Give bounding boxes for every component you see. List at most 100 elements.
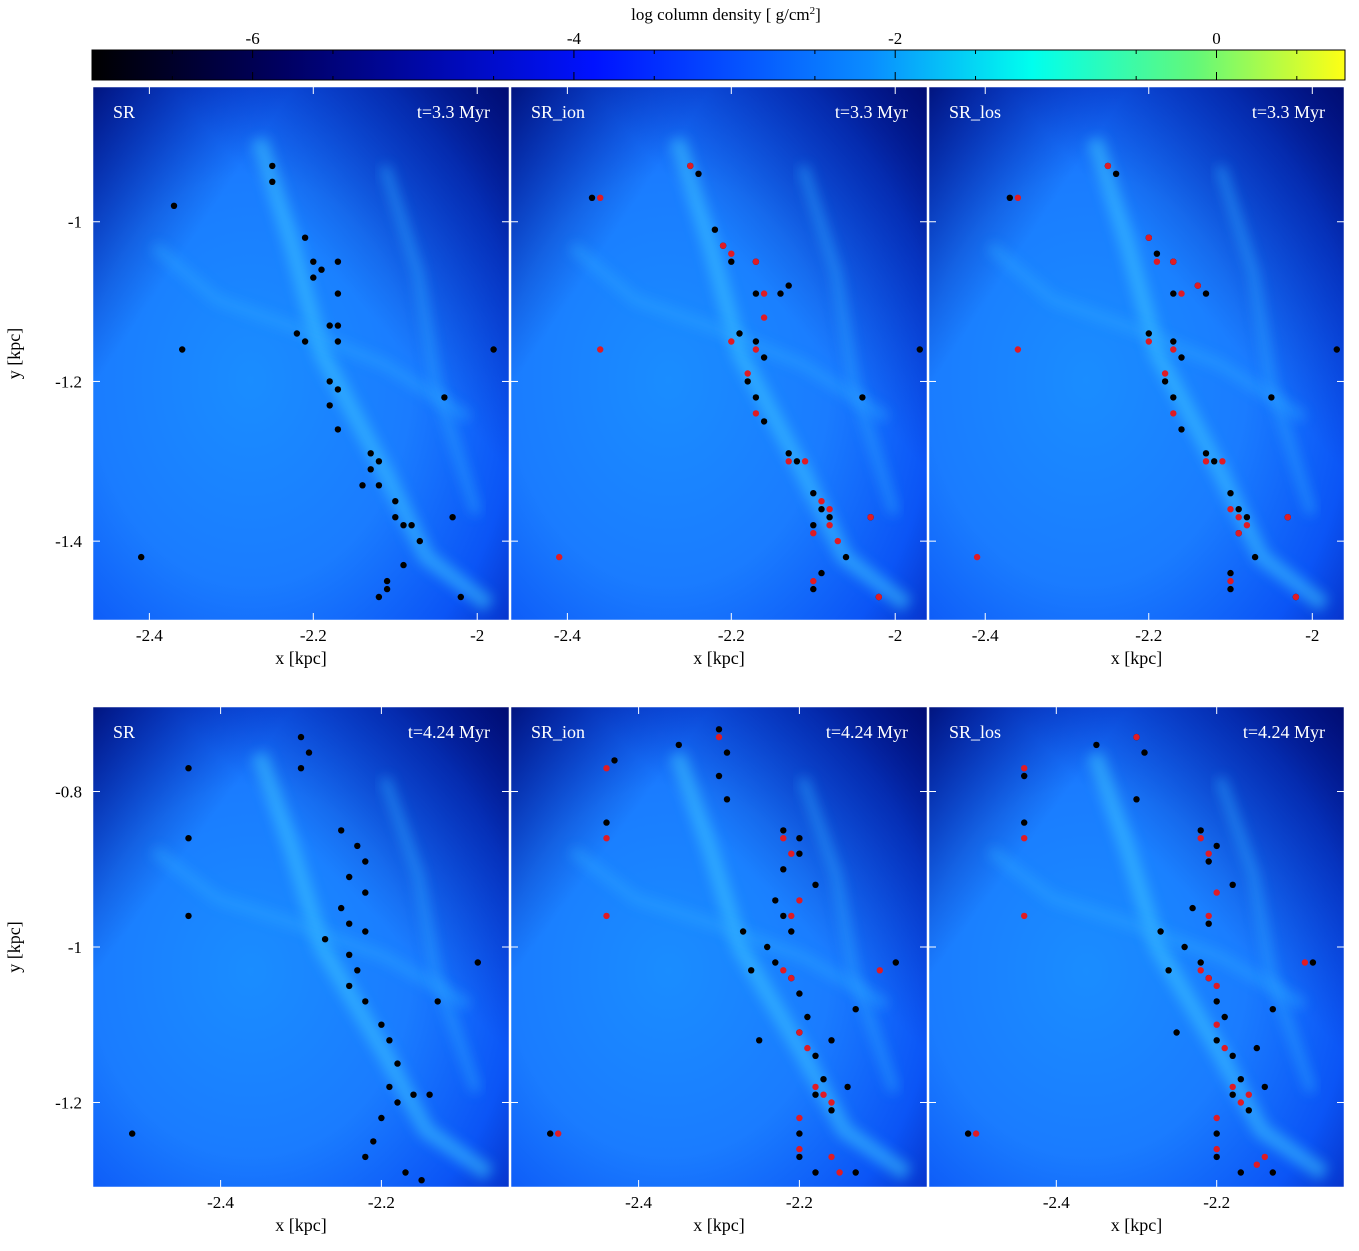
data-point <box>1235 514 1242 521</box>
data-point <box>836 1169 843 1176</box>
data-point <box>362 928 369 935</box>
data-point <box>346 982 353 990</box>
data-point <box>752 290 760 297</box>
x-tick-label: -2.4 <box>972 626 999 645</box>
data-point <box>318 266 325 273</box>
data-point <box>780 835 787 842</box>
x-tick-label: -2.2 <box>300 626 327 645</box>
data-point <box>410 1091 417 1098</box>
data-point <box>1213 1130 1220 1137</box>
gas-filament <box>151 242 471 422</box>
data-point <box>1213 1037 1220 1044</box>
data-point <box>812 881 819 888</box>
data-point <box>1170 410 1177 417</box>
gas-filament <box>151 846 471 1010</box>
data-point <box>748 967 755 974</box>
data-point <box>1205 974 1212 982</box>
density-map <box>928 86 1345 621</box>
data-point <box>752 410 760 417</box>
data-point <box>810 530 817 537</box>
data-point <box>334 258 342 265</box>
gas-filament <box>797 776 900 1094</box>
data-point <box>796 1029 803 1036</box>
data-point <box>828 1107 835 1114</box>
data-point <box>1235 506 1242 513</box>
data-point <box>892 959 899 966</box>
data-point <box>826 506 833 513</box>
x-tick-label: -2.2 <box>786 1193 813 1212</box>
data-point <box>796 1114 803 1122</box>
x-tick-label: -2.2 <box>1203 1193 1230 1212</box>
data-point <box>756 1037 763 1044</box>
data-point <box>457 593 464 601</box>
panel-label: SR_ion <box>531 722 585 742</box>
data-point <box>780 912 787 920</box>
data-point <box>386 1083 393 1091</box>
gas-filament <box>797 164 900 516</box>
data-point <box>818 506 825 513</box>
gas-filament <box>669 137 912 612</box>
data-point <box>402 1169 409 1176</box>
data-point <box>715 733 723 741</box>
data-point <box>301 338 309 345</box>
data-point <box>1104 162 1112 170</box>
data-point <box>1197 959 1204 966</box>
x-tick-label: -2.2 <box>1135 626 1162 645</box>
gas-filament <box>669 751 912 1181</box>
data-point <box>1269 1169 1277 1176</box>
data-point <box>828 1037 835 1044</box>
data-point <box>185 835 192 842</box>
y-tick-label: -1 <box>68 213 82 232</box>
data-point <box>772 897 779 904</box>
data-point <box>785 458 792 465</box>
data-point <box>269 162 276 170</box>
data-point <box>1211 458 1218 465</box>
data-point <box>1197 827 1204 834</box>
time-label: t=3.3 Myr <box>1252 102 1325 122</box>
data-point <box>820 1091 827 1098</box>
y-tick-label: -1 <box>68 938 82 957</box>
data-point <box>1251 553 1259 561</box>
data-point <box>354 967 361 974</box>
gas-filament <box>569 846 889 1010</box>
data-point <box>1020 835 1028 842</box>
data-point <box>603 912 610 920</box>
data-point <box>394 1099 401 1106</box>
data-point <box>305 749 313 756</box>
data-point <box>416 537 423 545</box>
data-point <box>810 577 817 585</box>
data-point <box>1253 1161 1261 1168</box>
data-point <box>780 866 787 873</box>
density-map <box>510 86 928 621</box>
panel-sr-row1: -2.4 -2.2 -0.8 -1 -1.2 SR t=4.24 Myr x [kpc] y [… <box>4 705 511 1235</box>
data-point <box>1178 354 1185 361</box>
data-point <box>185 912 192 920</box>
data-point <box>310 258 317 265</box>
data-point <box>796 1145 803 1153</box>
data-point <box>326 322 333 329</box>
data-point <box>555 1130 562 1137</box>
data-point <box>867 514 874 521</box>
data-point <box>1006 194 1013 201</box>
density-map <box>510 706 928 1188</box>
x-tick-label: -2.4 <box>136 626 163 645</box>
panel-sr-ion-row0: -2.4 -2.2 -2 SR_ion t=3.3 Myr x [kpc] <box>509 85 929 668</box>
data-point <box>378 1114 385 1122</box>
x-axis-label: x [kpc] <box>275 648 326 668</box>
data-point <box>916 346 923 353</box>
data-point <box>1153 258 1161 265</box>
data-point <box>334 426 342 433</box>
data-point <box>785 450 792 457</box>
data-point <box>334 338 342 345</box>
data-point <box>715 772 723 780</box>
panel-label: SR_los <box>949 722 1001 742</box>
data-point <box>375 482 383 489</box>
data-point <box>392 498 399 505</box>
data-point <box>1213 1153 1220 1161</box>
data-point <box>760 314 768 321</box>
panel-border <box>91 85 511 622</box>
x-axis-label: x [kpc] <box>693 1215 744 1235</box>
data-point <box>359 482 366 489</box>
data-point <box>297 733 305 741</box>
data-point <box>474 959 481 966</box>
